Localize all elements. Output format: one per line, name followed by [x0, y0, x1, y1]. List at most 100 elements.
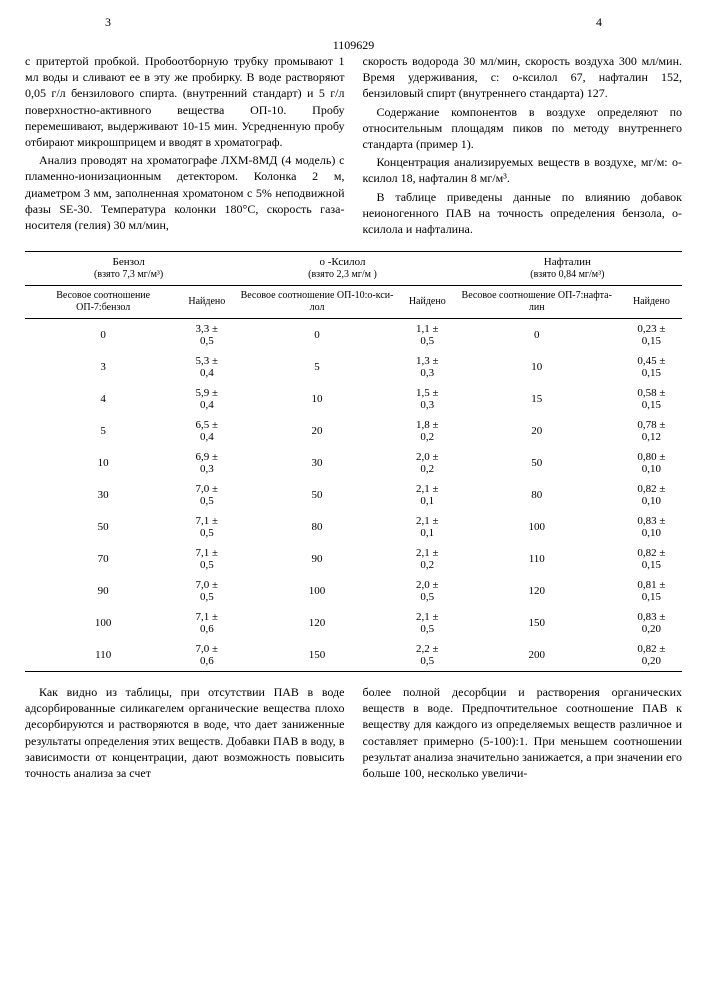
table-cell: 30 — [232, 447, 402, 479]
table-row: 35,3 ± 0,451,3 ± 0,3100,45 ± 0,15 — [25, 351, 682, 383]
table-cell: 5 — [25, 415, 181, 447]
table-cell: 0,58 ± 0,15 — [621, 383, 682, 415]
table-cell: 80 — [453, 479, 621, 511]
paragraph: более полной десорбции и растворе­ния ор… — [363, 684, 683, 781]
table-cell: 3,3 ± 0,5 — [181, 319, 232, 352]
table-cell: 1,5 ± 0,3 — [402, 383, 453, 415]
table-cell: 3 — [25, 351, 181, 383]
table-cell: 4 — [25, 383, 181, 415]
table-cell: 0,82 ± 0,15 — [621, 543, 682, 575]
table-cell: 2,0 ± 0,5 — [402, 575, 453, 607]
table-cell: 15 — [453, 383, 621, 415]
table-row: 106,9 ± 0,3302,0 ± 0,2500,80 ± 0,10 — [25, 447, 682, 479]
table-row: 03,3 ± 0,501,1 ± 0,500,23 ± 0,15 — [25, 319, 682, 352]
table-cell: 90 — [232, 543, 402, 575]
table-cell: 2,1 ± 0,1 — [402, 511, 453, 543]
table-row: 56,5 ± 0,4201,8 ± 0,2200,78 ± 0,12 — [25, 415, 682, 447]
table-cell: 0,23 ± 0,15 — [621, 319, 682, 352]
page-num-right: 4 — [354, 15, 683, 30]
table-cell: 6,9 ± 0,3 — [181, 447, 232, 479]
document-number: 1109629 — [25, 38, 682, 53]
col-header: Найдено — [402, 286, 453, 319]
table-cell: 2,0 ± 0,2 — [402, 447, 453, 479]
table-cell: 5,9 ± 0,4 — [181, 383, 232, 415]
left-column-bottom: Как видно из таблицы, при отсут­ствии ПА… — [25, 684, 345, 783]
table-cell: 110 — [25, 639, 181, 672]
col-header: Весовое соотношение ОП-7:бензол — [25, 286, 181, 319]
page-num-left: 3 — [25, 15, 354, 30]
table-row: 1007,1 ± 0,61202,1 ± 0,51500,83 ± 0,20 — [25, 607, 682, 639]
table-cell: 7,0 ± 0,6 — [181, 639, 232, 672]
table-cell: 2,1 ± 0,1 — [402, 479, 453, 511]
paragraph: с притертой пробкой. Пробоотборную трубк… — [25, 53, 345, 150]
table-row: 1107,0 ± 0,61502,2 ± 0,52000,82 ± 0,20 — [25, 639, 682, 672]
table-cell: 7,1 ± 0,6 — [181, 607, 232, 639]
table-cell: 100 — [25, 607, 181, 639]
table-cell: 100 — [453, 511, 621, 543]
table-cell: 20 — [232, 415, 402, 447]
table-cell: 10 — [25, 447, 181, 479]
paragraph: Анализ проводят на хроматографе ЛХМ-8МД … — [25, 152, 345, 233]
table-cell: 30 — [25, 479, 181, 511]
paragraph: Содержание компонентов в воздухе определ… — [363, 104, 683, 153]
paragraph: В таблице приведены данные по влиянию до… — [363, 189, 683, 238]
table-cell: 0,78 ± 0,12 — [621, 415, 682, 447]
left-column: с притертой пробкой. Пробоотборную трубк… — [25, 53, 345, 239]
table-row: 507,1 ± 0,5802,1 ± 0,11000,83 ± 0,10 — [25, 511, 682, 543]
table-cell: 100 — [232, 575, 402, 607]
group-header: Бензол (взято 7,3 мг/м³) — [25, 252, 232, 286]
table-cell: 7,1 ± 0,5 — [181, 543, 232, 575]
col-header: Весовое соотношение ОП-10:о-кси­лол — [232, 286, 402, 319]
table-cell: 1,3 ± 0,3 — [402, 351, 453, 383]
table-row: 45,9 ± 0,4101,5 ± 0,3150,58 ± 0,15 — [25, 383, 682, 415]
table-cell: 2,2 ± 0,5 — [402, 639, 453, 672]
table-row: 307,0 ± 0,5502,1 ± 0,1800,82 ± 0,10 — [25, 479, 682, 511]
table-row: 907,0 ± 0,51002,0 ± 0,51200,81 ± 0,15 — [25, 575, 682, 607]
table-cell: 150 — [453, 607, 621, 639]
table-cell: 70 — [25, 543, 181, 575]
table-cell: 7,0 ± 0,5 — [181, 575, 232, 607]
table-cell: 110 — [453, 543, 621, 575]
table-cell: 0 — [232, 319, 402, 352]
data-table: Бензол (взято 7,3 мг/м³) о -Ксилол (взят… — [25, 251, 682, 672]
right-column: скорость водорода 30 мл/мин, ско­рость в… — [363, 53, 683, 239]
table-cell: 2,1 ± 0,5 — [402, 607, 453, 639]
col-header: Найдено — [181, 286, 232, 319]
table-cell: 80 — [232, 511, 402, 543]
table-cell: 6,5 ± 0,4 — [181, 415, 232, 447]
group-header: Нафталин (взято 0,84 мг/м³) — [453, 252, 682, 286]
table-cell: 120 — [453, 575, 621, 607]
table-cell: 0,80 ± 0,10 — [621, 447, 682, 479]
table-cell: 200 — [453, 639, 621, 672]
table-cell: 50 — [453, 447, 621, 479]
col-header: Весовое соотношение ОП-7:нафта­лин — [453, 286, 621, 319]
table-cell: 10 — [453, 351, 621, 383]
table-cell: 7,1 ± 0,5 — [181, 511, 232, 543]
top-columns: с притертой пробкой. Пробоотборную трубк… — [25, 53, 682, 239]
paragraph: Концентрация анализируемых ве­ществ в во… — [363, 154, 683, 186]
table-cell: 5 — [232, 351, 402, 383]
table-cell: 0,81 ± 0,15 — [621, 575, 682, 607]
group-header: о -Ксилол (взято 2,3 мг/м ) — [232, 252, 452, 286]
bottom-columns: Как видно из таблицы, при отсут­ствии ПА… — [25, 684, 682, 783]
table-cell: 50 — [232, 479, 402, 511]
table-cell: 0 — [453, 319, 621, 352]
page-header: 3 4 — [25, 15, 682, 30]
table-cell: 150 — [232, 639, 402, 672]
col-header: Найдено — [621, 286, 682, 319]
table-cell: 7,0 ± 0,5 — [181, 479, 232, 511]
table-cell: 0,83 ± 0,20 — [621, 607, 682, 639]
table-cell: 0,45 ± 0,15 — [621, 351, 682, 383]
right-column-bottom: более полной десорбции и растворе­ния ор… — [363, 684, 683, 783]
table-cell: 1,1 ± 0,5 — [402, 319, 453, 352]
table-cell: 0,82 ± 0,10 — [621, 479, 682, 511]
table-cell: 0,83 ± 0,10 — [621, 511, 682, 543]
table-cell: 120 — [232, 607, 402, 639]
table-cell: 1,8 ± 0,2 — [402, 415, 453, 447]
table-cell: 50 — [25, 511, 181, 543]
table-row: 707,1 ± 0,5902,1 ± 0,21100,82 ± 0,15 — [25, 543, 682, 575]
table-cell: 90 — [25, 575, 181, 607]
paragraph: Как видно из таблицы, при отсут­ствии ПА… — [25, 684, 345, 781]
table-cell: 0 — [25, 319, 181, 352]
paragraph: скорость водорода 30 мл/мин, ско­рость в… — [363, 53, 683, 102]
